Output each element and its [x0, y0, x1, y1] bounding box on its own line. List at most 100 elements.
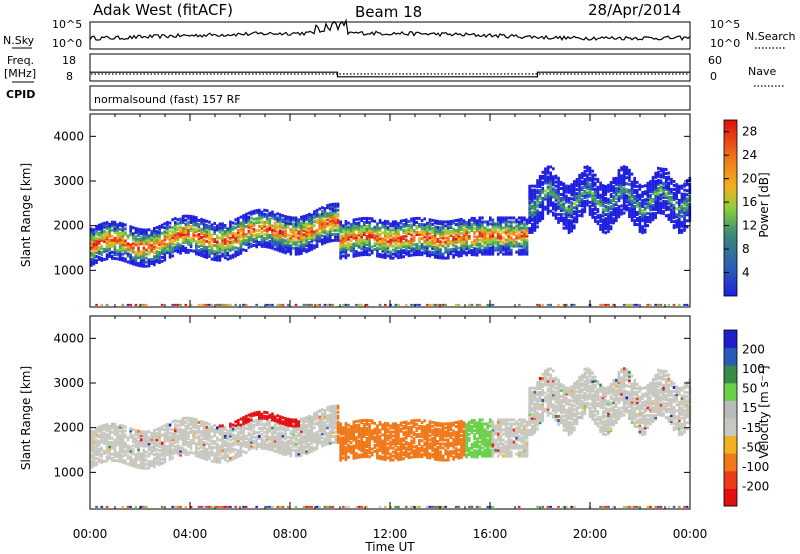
velocity-cell: [263, 446, 266, 450]
power-cell: [517, 220, 521, 224]
power-cell: [683, 210, 686, 214]
power-cell: [250, 238, 253, 242]
velocity-cell: [237, 418, 240, 422]
power-cell: [638, 195, 642, 199]
power-cell: [132, 248, 135, 252]
power-cell: [391, 222, 395, 226]
power-cell: [237, 222, 240, 226]
power-cell: [578, 199, 581, 203]
power-cell: [300, 235, 303, 239]
power-cell: [250, 244, 253, 248]
velocity-cell: [187, 452, 190, 456]
power-cell: [552, 175, 555, 179]
power-cell: [357, 253, 361, 257]
velocity-cell: [239, 441, 243, 445]
power-cell: [528, 194, 531, 198]
power-cell: [412, 237, 416, 241]
power-cell: [654, 201, 657, 205]
power-cell: [234, 246, 237, 250]
power-cell: [258, 228, 261, 232]
power-cell: [410, 223, 413, 227]
power-cell: [410, 253, 413, 257]
power-cell: [594, 217, 597, 221]
power-cell: [651, 177, 655, 181]
power-cell: [342, 250, 345, 254]
power-cell: [604, 196, 608, 200]
power-cell: [313, 234, 316, 238]
power-cell: [657, 200, 660, 204]
velocity-cell: [195, 426, 198, 430]
power-cell: [407, 254, 411, 258]
power-cell: [137, 227, 140, 231]
power-cell: [622, 199, 626, 203]
power-cell: [265, 225, 269, 229]
velocity-cell: [116, 437, 119, 441]
power-cell: [139, 230, 143, 234]
velocity-cell: [160, 445, 164, 449]
power-cell: [533, 222, 537, 226]
power-cell: [105, 233, 109, 237]
velocity-cell: [208, 456, 211, 460]
power-cell: [433, 237, 437, 241]
power-cell: [622, 191, 626, 195]
velocity-cell: [268, 419, 272, 423]
power-cell: [549, 209, 552, 213]
power-cell: [533, 184, 537, 188]
power-cell: [418, 216, 421, 220]
velocity-cell: [279, 441, 282, 445]
power-cell: [105, 237, 109, 241]
power-cell: [478, 234, 482, 238]
power-cell: [628, 206, 631, 210]
power-cell: [685, 189, 689, 193]
power-cell: [636, 194, 639, 198]
power-cell: [622, 181, 626, 185]
power-cell: [664, 208, 668, 212]
velocity-cell: [239, 417, 243, 421]
power-cell: [179, 303, 182, 306]
power-cell: [570, 225, 573, 229]
power-cell: [195, 216, 198, 220]
power-cell: [615, 194, 618, 198]
power-cell: [349, 235, 353, 239]
velocity-cell: [247, 441, 251, 445]
velocity-cell: [155, 454, 159, 458]
power-cell: [428, 226, 432, 230]
power-cell: [654, 212, 657, 216]
power-cell: [342, 254, 345, 258]
velocity-cell: [271, 444, 274, 448]
power-cell: [557, 186, 560, 190]
power-cell: [552, 183, 555, 187]
power-cell: [139, 236, 143, 240]
power-cell: [525, 244, 529, 248]
power-cell: [465, 225, 468, 229]
power-cell: [399, 225, 403, 229]
power-cell: [208, 250, 211, 254]
power-cell: [672, 179, 676, 183]
power-cell: [300, 247, 303, 251]
power-cell: [360, 217, 363, 221]
power-cell: [546, 207, 550, 211]
power-cell: [575, 184, 579, 188]
velocity-cell: [129, 449, 132, 453]
power-cell: [620, 194, 623, 198]
power-cell: [533, 226, 537, 230]
power-cell: [237, 235, 240, 239]
power-cell: [200, 248, 203, 252]
power-cell: [342, 236, 345, 240]
power-cell: [297, 218, 300, 222]
power-cell: [447, 254, 450, 258]
power-cell: [132, 256, 135, 260]
power-cell: [672, 220, 676, 224]
power-cell: [208, 234, 211, 238]
power-cell: [223, 224, 227, 228]
power-cell: [347, 233, 350, 237]
power-cell: [538, 217, 542, 221]
velocity-cell: [244, 451, 248, 455]
velocity-cell: [147, 462, 151, 466]
power-cell: [651, 189, 655, 193]
power-cell: [252, 217, 256, 221]
power-cell: [231, 221, 235, 225]
velocity-cell: [260, 440, 264, 444]
power-cell: [315, 236, 319, 240]
power-cell: [525, 220, 529, 224]
